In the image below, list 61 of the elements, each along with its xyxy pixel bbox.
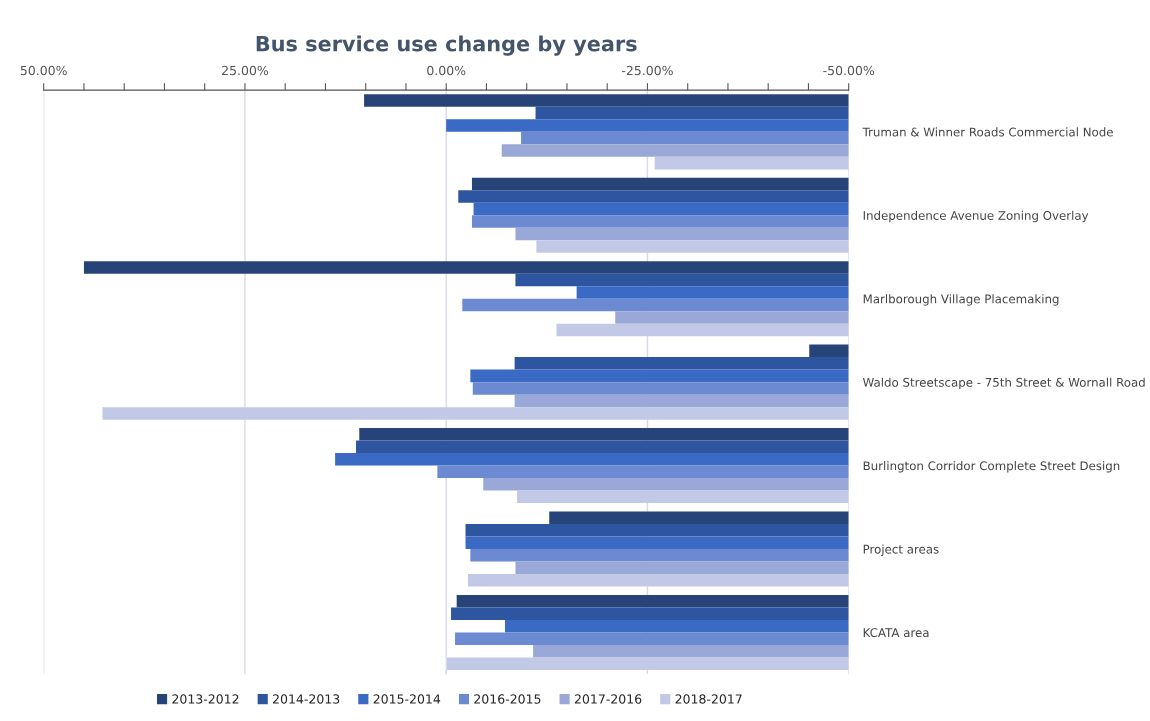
bar <box>446 119 849 132</box>
bar <box>549 511 849 524</box>
legend-label: 2018-2017 <box>675 694 742 704</box>
x-tick-label: 0.00% <box>427 65 466 76</box>
bar <box>447 657 849 670</box>
y-tick-label: Truman & Winner Roads Commercial Node <box>862 127 1113 137</box>
bar <box>462 298 849 312</box>
y-tick-label: Project areas <box>863 544 939 556</box>
bar <box>514 394 849 408</box>
chart-title: Bus service use change by years <box>256 35 637 56</box>
bar <box>654 156 849 170</box>
bar <box>483 478 849 491</box>
bar <box>576 286 849 299</box>
bar <box>471 215 849 228</box>
bar <box>501 144 849 157</box>
bar <box>809 344 849 358</box>
y-tick-label: Waldo Streetscape - 75th Street & Wornall Road <box>862 377 1145 390</box>
bar <box>515 227 849 241</box>
x-tick-label: -50.00% <box>823 65 875 76</box>
legend-label: 2014-2013 <box>273 694 340 704</box>
bar <box>83 261 849 274</box>
bar <box>471 177 849 191</box>
bar <box>515 273 849 287</box>
bar <box>521 131 849 145</box>
x-tick-label: 50.00% <box>20 65 67 76</box>
y-tick-label: KCATA area <box>863 628 929 638</box>
bar <box>533 644 849 658</box>
bar <box>517 490 849 504</box>
x-tick-label: -25.00% <box>621 65 673 76</box>
x-tick-label: 25.00% <box>222 65 269 76</box>
bar <box>451 607 849 620</box>
bar <box>504 619 849 633</box>
bar <box>465 536 849 549</box>
bar <box>556 323 849 337</box>
bar <box>615 311 849 324</box>
legend-label: 2017-2016 <box>574 694 642 704</box>
bar <box>514 357 849 370</box>
y-tick-label: Marlborough Village Placemaking <box>863 294 1059 306</box>
bar <box>356 440 849 454</box>
bar <box>437 465 849 479</box>
bar <box>467 574 849 587</box>
bar <box>335 453 849 466</box>
bar <box>364 94 849 107</box>
legend-label: 2016-2015 <box>474 694 541 704</box>
bar <box>465 523 849 537</box>
bar <box>455 632 849 645</box>
bar <box>359 428 849 441</box>
bar <box>102 407 849 420</box>
bar <box>458 190 849 203</box>
bar <box>470 548 849 562</box>
legend-label: 2013-2012 <box>172 694 239 704</box>
y-tick-label: Independence Avenue Zoning Overlay <box>863 210 1089 223</box>
bar <box>515 561 849 575</box>
bar <box>536 240 849 253</box>
y-tick-label: Burlington Corridor Complete Street Design <box>863 461 1120 473</box>
bar <box>473 202 849 216</box>
bar <box>472 382 849 395</box>
bar <box>535 106 849 120</box>
legend-label: 2015-2014 <box>373 694 441 704</box>
bar <box>456 594 849 608</box>
bar <box>470 369 849 383</box>
